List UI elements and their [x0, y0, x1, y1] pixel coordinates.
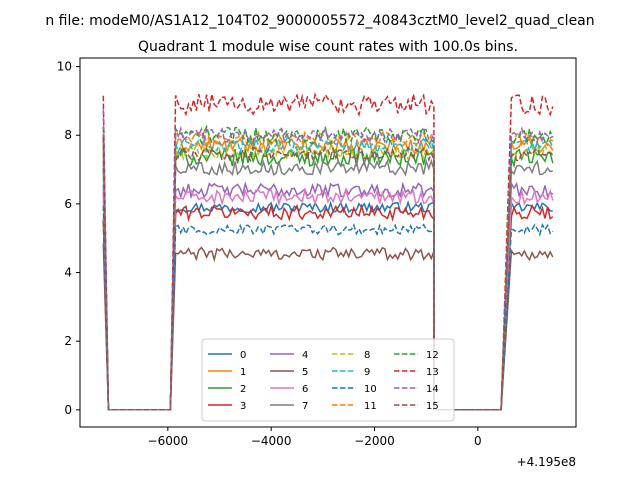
y-axis-ticks: 0 2 4 6 8 10 [57, 60, 80, 417]
y-tick-label: 0 [64, 403, 72, 417]
y-tick-label: 6 [64, 197, 72, 211]
y-tick-label: 8 [64, 128, 72, 142]
x-axis-offset-label: +4.195e8 [517, 455, 576, 469]
legend-label-4: 4 [302, 350, 308, 361]
legend-label-5: 5 [302, 367, 308, 378]
x-tick-label: −2000 [354, 434, 395, 448]
legend-label-11: 11 [364, 401, 377, 412]
legend-label-14: 14 [426, 384, 439, 395]
series-line-15 [102, 136, 554, 411]
chart-title: Quadrant 1 module wise count rates with … [138, 39, 518, 55]
legend-label-13: 13 [426, 367, 439, 378]
figure-suptitle: n file: modeM0/AS1A12_104T02_9000005572_… [45, 13, 594, 29]
legend-label-3: 3 [240, 401, 246, 412]
y-tick-label: 4 [64, 266, 72, 280]
legend-label-8: 8 [364, 350, 370, 361]
series-lines [102, 92, 554, 411]
plot-frame [79, 57, 577, 428]
x-axis-ticks: −6000 −4000 −2000 0 [148, 427, 482, 448]
legend-label-2: 2 [240, 384, 246, 395]
x-tick-label: −6000 [148, 434, 189, 448]
legend-label-7: 7 [302, 401, 308, 412]
legend-label-15: 15 [426, 401, 439, 412]
legend-label-1: 1 [240, 367, 246, 378]
x-tick-label: 0 [474, 434, 482, 448]
legend-label-6: 6 [302, 384, 308, 395]
legend-label-0: 0 [240, 350, 246, 361]
legend-label-10: 10 [364, 384, 377, 395]
y-tick-label: 10 [57, 60, 72, 74]
y-tick-label: 2 [64, 334, 72, 348]
x-tick-label: −4000 [251, 434, 292, 448]
legend-frame [201, 338, 455, 422]
legend-label-9: 9 [364, 367, 370, 378]
legend-label-12: 12 [426, 350, 439, 361]
